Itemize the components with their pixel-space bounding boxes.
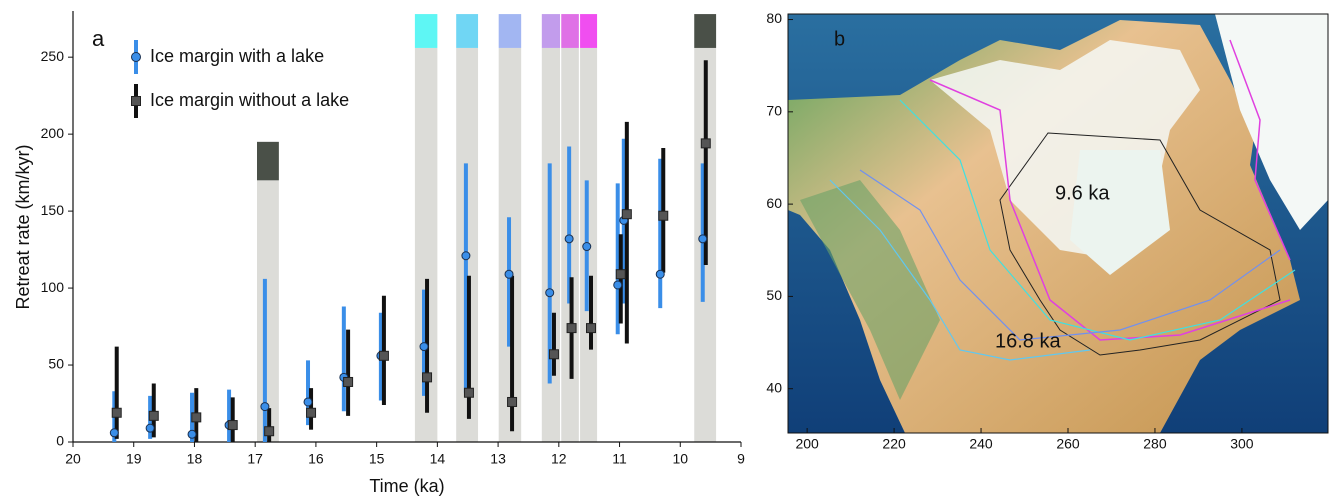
x-tick-label: 260	[1056, 436, 1080, 452]
x-tick-label: 200	[795, 436, 819, 452]
legend-marker	[131, 52, 141, 62]
x-tick-label: 240	[969, 436, 993, 452]
x-tick-label: 19	[126, 451, 142, 467]
y-tick-label: 50	[766, 287, 782, 303]
x-tick-label: 14	[430, 451, 446, 467]
y-tick-label: 40	[766, 379, 782, 395]
event-band	[414, 14, 438, 48]
event-band	[456, 14, 479, 48]
y-tick-label: 200	[41, 125, 65, 141]
point	[109, 428, 119, 438]
point	[227, 420, 238, 431]
x-tick-label: 220	[882, 436, 906, 452]
point	[621, 209, 632, 220]
event-span	[257, 180, 279, 443]
point	[613, 280, 623, 290]
annotation: 16.8 ka	[995, 330, 1061, 352]
x-axis-title: Time (ka)	[369, 476, 444, 496]
annotation: 9.6 ka	[1055, 182, 1110, 204]
event-band	[580, 14, 598, 48]
x-tick-label: 10	[672, 451, 688, 467]
y-tick-label: 80	[766, 10, 782, 26]
point	[306, 407, 317, 418]
event-band	[498, 14, 522, 48]
legend-label: Ice margin without a lake	[150, 90, 349, 110]
y-tick-label: 70	[766, 103, 782, 119]
point	[260, 402, 270, 412]
x-tick-label: 18	[187, 451, 203, 467]
event-span	[414, 47, 438, 442]
point	[264, 426, 275, 437]
point	[564, 234, 574, 244]
y-tick-label: 60	[766, 195, 782, 211]
x-tick-label: 12	[551, 451, 567, 467]
point	[658, 210, 669, 221]
event-band	[561, 14, 579, 48]
y-axis-title: Retreat rate (km/kyr)	[13, 144, 33, 309]
point	[419, 342, 429, 352]
point	[461, 251, 471, 261]
legend-marker	[131, 96, 141, 106]
x-tick-label: 13	[490, 451, 506, 467]
point	[507, 396, 518, 407]
point	[145, 423, 155, 433]
y-tick-label: 250	[41, 48, 65, 64]
point	[504, 269, 514, 279]
legend-label: Ice margin with a lake	[150, 46, 324, 66]
point	[545, 288, 555, 298]
x-tick-label: 9	[737, 451, 745, 467]
x-tick-label: 20	[65, 451, 81, 467]
point	[148, 410, 159, 421]
x-tick-label: 300	[1230, 436, 1254, 452]
point	[655, 269, 665, 279]
x-tick-label: 280	[1143, 436, 1167, 452]
x-tick-label: 17	[247, 451, 263, 467]
y-tick-label: 100	[41, 279, 65, 295]
point	[111, 407, 122, 418]
point	[566, 323, 577, 334]
y-tick-label: 0	[56, 433, 64, 449]
panel-label: b	[834, 28, 845, 50]
panel-label: a	[92, 26, 105, 51]
point	[615, 269, 626, 280]
point	[698, 234, 708, 244]
map-image	[788, 14, 1328, 433]
point	[191, 412, 202, 423]
point	[582, 242, 592, 252]
map-frame	[787, 13, 1329, 434]
event-band	[257, 141, 279, 181]
point	[378, 350, 389, 361]
point	[586, 323, 597, 334]
point	[343, 376, 354, 387]
event-band	[694, 14, 717, 48]
point	[303, 397, 313, 407]
point	[700, 138, 711, 149]
point	[187, 429, 197, 439]
x-tick-label: 15	[369, 451, 385, 467]
x-tick-label: 11	[612, 451, 627, 467]
event-band	[541, 14, 561, 48]
point	[463, 387, 474, 398]
x-tick-label: 16	[308, 451, 324, 467]
y-tick-label: 150	[41, 202, 65, 218]
point	[548, 349, 559, 360]
y-tick-label: 50	[48, 356, 64, 372]
point	[422, 372, 433, 383]
